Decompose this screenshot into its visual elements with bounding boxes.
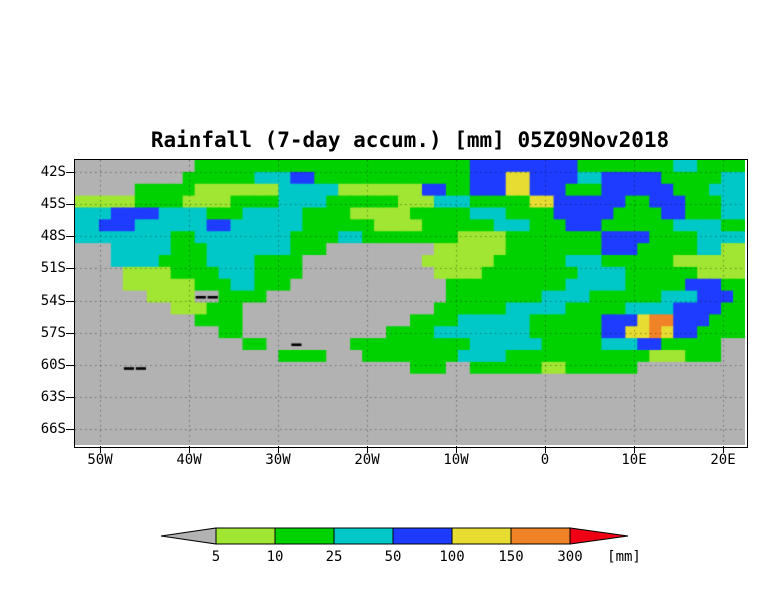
y-axis-tick bbox=[66, 396, 74, 398]
colorbar-label: 300 bbox=[557, 549, 583, 565]
x-axis-label: 20E bbox=[710, 452, 736, 468]
y-axis-tick bbox=[66, 236, 74, 238]
colorbar-label: 25 bbox=[325, 549, 343, 565]
colorbar-segment bbox=[392, 527, 453, 545]
colorbar-segment bbox=[510, 527, 571, 545]
x-axis-tick bbox=[634, 446, 635, 453]
y-axis-label: 66S bbox=[40, 421, 66, 437]
x-axis-tick bbox=[456, 446, 457, 453]
y-axis-tick bbox=[66, 268, 74, 270]
colorbar-label: 10 bbox=[266, 549, 284, 565]
colorbar-gradient bbox=[160, 527, 629, 545]
x-axis-tick bbox=[100, 446, 101, 453]
x-axis-label: 40W bbox=[176, 452, 202, 468]
x-axis-label: 10E bbox=[621, 452, 647, 468]
colorbar-label: 50 bbox=[384, 549, 402, 565]
x-axis-tick bbox=[189, 446, 190, 453]
y-axis-label: 45S bbox=[40, 196, 66, 213]
colorbar-label: 150 bbox=[498, 549, 524, 565]
y-axis-label: 63S bbox=[40, 388, 66, 405]
colorbar-segment bbox=[215, 527, 276, 545]
y-axis-label: 48S bbox=[40, 228, 66, 245]
x-axis-tick bbox=[367, 446, 368, 453]
colorbar-segment bbox=[333, 527, 394, 545]
colorbar-segment bbox=[274, 527, 335, 545]
plot-frame bbox=[74, 159, 748, 448]
x-axis-tick bbox=[723, 446, 724, 453]
y-axis-tick bbox=[66, 204, 74, 206]
y-axis-tick bbox=[66, 300, 74, 302]
y-axis-label: 42S bbox=[40, 164, 66, 180]
plot-title: Rainfall (7-day accum.) [mm] 05Z09Nov201… bbox=[150, 128, 670, 152]
y-axis-label: 51S bbox=[40, 260, 66, 277]
y-axis-label: 54S bbox=[40, 292, 66, 309]
y-axis-tick bbox=[66, 429, 74, 430]
y-axis-tick bbox=[66, 364, 74, 366]
x-axis-label: 20W bbox=[354, 452, 380, 468]
y-axis-tick bbox=[66, 172, 74, 173]
x-axis-label: 0 bbox=[540, 452, 550, 468]
colorbar-label: 5 bbox=[211, 549, 221, 565]
x-axis-label: 30W bbox=[265, 452, 291, 468]
colorbar-left-arrow bbox=[160, 527, 217, 545]
x-axis-label: 10W bbox=[443, 452, 469, 468]
x-axis-tick bbox=[545, 446, 546, 453]
x-axis-tick bbox=[278, 446, 279, 453]
colorbar-right-arrow bbox=[569, 527, 629, 545]
x-axis-label: 50W bbox=[87, 452, 113, 468]
rainfall-heatmap-canvas bbox=[75, 160, 745, 445]
y-axis-label: 57S bbox=[40, 324, 66, 341]
y-axis-label: 60S bbox=[40, 356, 66, 373]
colorbar-segment bbox=[451, 527, 512, 545]
colorbar-label: 100 bbox=[439, 549, 465, 565]
colorbar-legend: 5 10 25 50 100 150 300 [mm] bbox=[160, 527, 720, 572]
y-axis-tick bbox=[66, 332, 74, 334]
colorbar-unit-label: [mm] bbox=[607, 549, 641, 565]
